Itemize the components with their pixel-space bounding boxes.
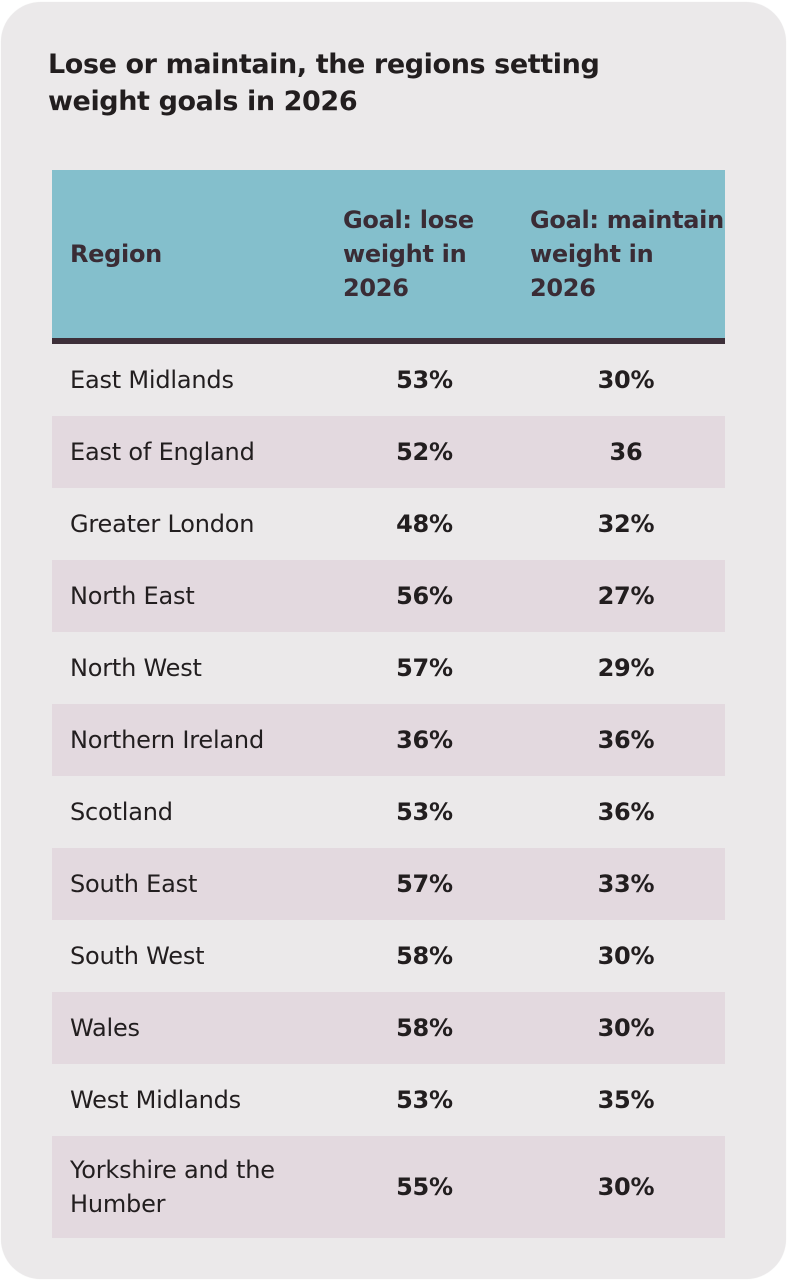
region-cell: Wales — [52, 992, 322, 1064]
table-row: Greater London 48% 32% — [52, 488, 725, 560]
maintain-weight-cell: 29% — [597, 654, 655, 682]
lose-weight-cell: 53% — [396, 798, 453, 826]
table-row: North West 57% 29% — [52, 632, 725, 704]
maintain-weight-cell: 30% — [597, 942, 655, 970]
region-cell: South East — [52, 848, 322, 920]
table-row: South West 58% 30% — [52, 920, 725, 992]
lose-weight-cell: 36% — [322, 704, 527, 776]
maintain-weight-cell: 32% — [597, 510, 655, 538]
maintain-weight-cell: 30% — [597, 366, 655, 394]
lose-weight-cell: 58% — [396, 942, 453, 970]
table-row: Wales 58% 30% — [52, 992, 725, 1064]
region-cell: North West — [70, 654, 202, 682]
maintain-weight-cell: 36% — [597, 798, 655, 826]
table-row: East of England 52% 36 — [52, 416, 725, 488]
maintain-weight-cell: 30% — [527, 1136, 725, 1238]
maintain-weight-cell: 35% — [597, 1086, 655, 1114]
maintain-weight-cell: 36 — [527, 416, 725, 488]
table-row: South East 57% 33% — [52, 848, 725, 920]
maintain-weight-cell: 36% — [527, 704, 725, 776]
chart-title: Lose or maintain, the regions setting we… — [48, 49, 600, 117]
region-cell: South West — [70, 942, 205, 970]
region-cell: Greater London — [70, 510, 255, 538]
region-cell: Scotland — [70, 798, 173, 826]
table-row: West Midlands 53% 35% — [52, 1064, 725, 1136]
maintain-weight-cell: 30% — [527, 992, 725, 1064]
column-header-maintain-weight: Goal: maintain weight in 2026 — [527, 170, 725, 344]
column-header-lose-weight: Goal: lose weight in 2026 — [322, 170, 527, 344]
lose-weight-cell: 53% — [396, 1086, 453, 1114]
region-cell: North East — [52, 560, 322, 632]
table-row: East Midlands 53% 30% — [52, 341, 725, 416]
region-cell: Northern Ireland — [52, 704, 322, 776]
region-cell: East Midlands — [70, 366, 234, 394]
lose-weight-cell: 52% — [322, 416, 527, 488]
lose-weight-cell: 58% — [322, 992, 527, 1064]
lose-weight-cell: 55% — [322, 1136, 527, 1238]
region-cell: Yorkshire and the Humber — [52, 1136, 322, 1238]
table-row: Yorkshire and the Humber 55% 30% — [52, 1136, 725, 1238]
weight-goals-table: Region Goal: lose weight in 2026 Goal: m… — [52, 170, 725, 1238]
lose-weight-cell: 57% — [396, 654, 453, 682]
table-row: Scotland 53% 36% — [52, 776, 725, 848]
region-cell: West Midlands — [70, 1086, 241, 1114]
maintain-weight-cell: 33% — [527, 848, 725, 920]
maintain-weight-cell: 27% — [527, 560, 725, 632]
table-row: North East 56% 27% — [52, 560, 725, 632]
lose-weight-cell: 48% — [396, 510, 453, 538]
table-row: Northern Ireland 36% 36% — [52, 704, 725, 776]
lose-weight-cell: 53% — [396, 366, 453, 394]
column-header-region: Region — [52, 170, 322, 344]
region-cell: East of England — [52, 416, 322, 488]
lose-weight-cell: 56% — [322, 560, 527, 632]
lose-weight-cell: 57% — [322, 848, 527, 920]
table-header-row: Region Goal: lose weight in 2026 Goal: m… — [52, 170, 725, 344]
